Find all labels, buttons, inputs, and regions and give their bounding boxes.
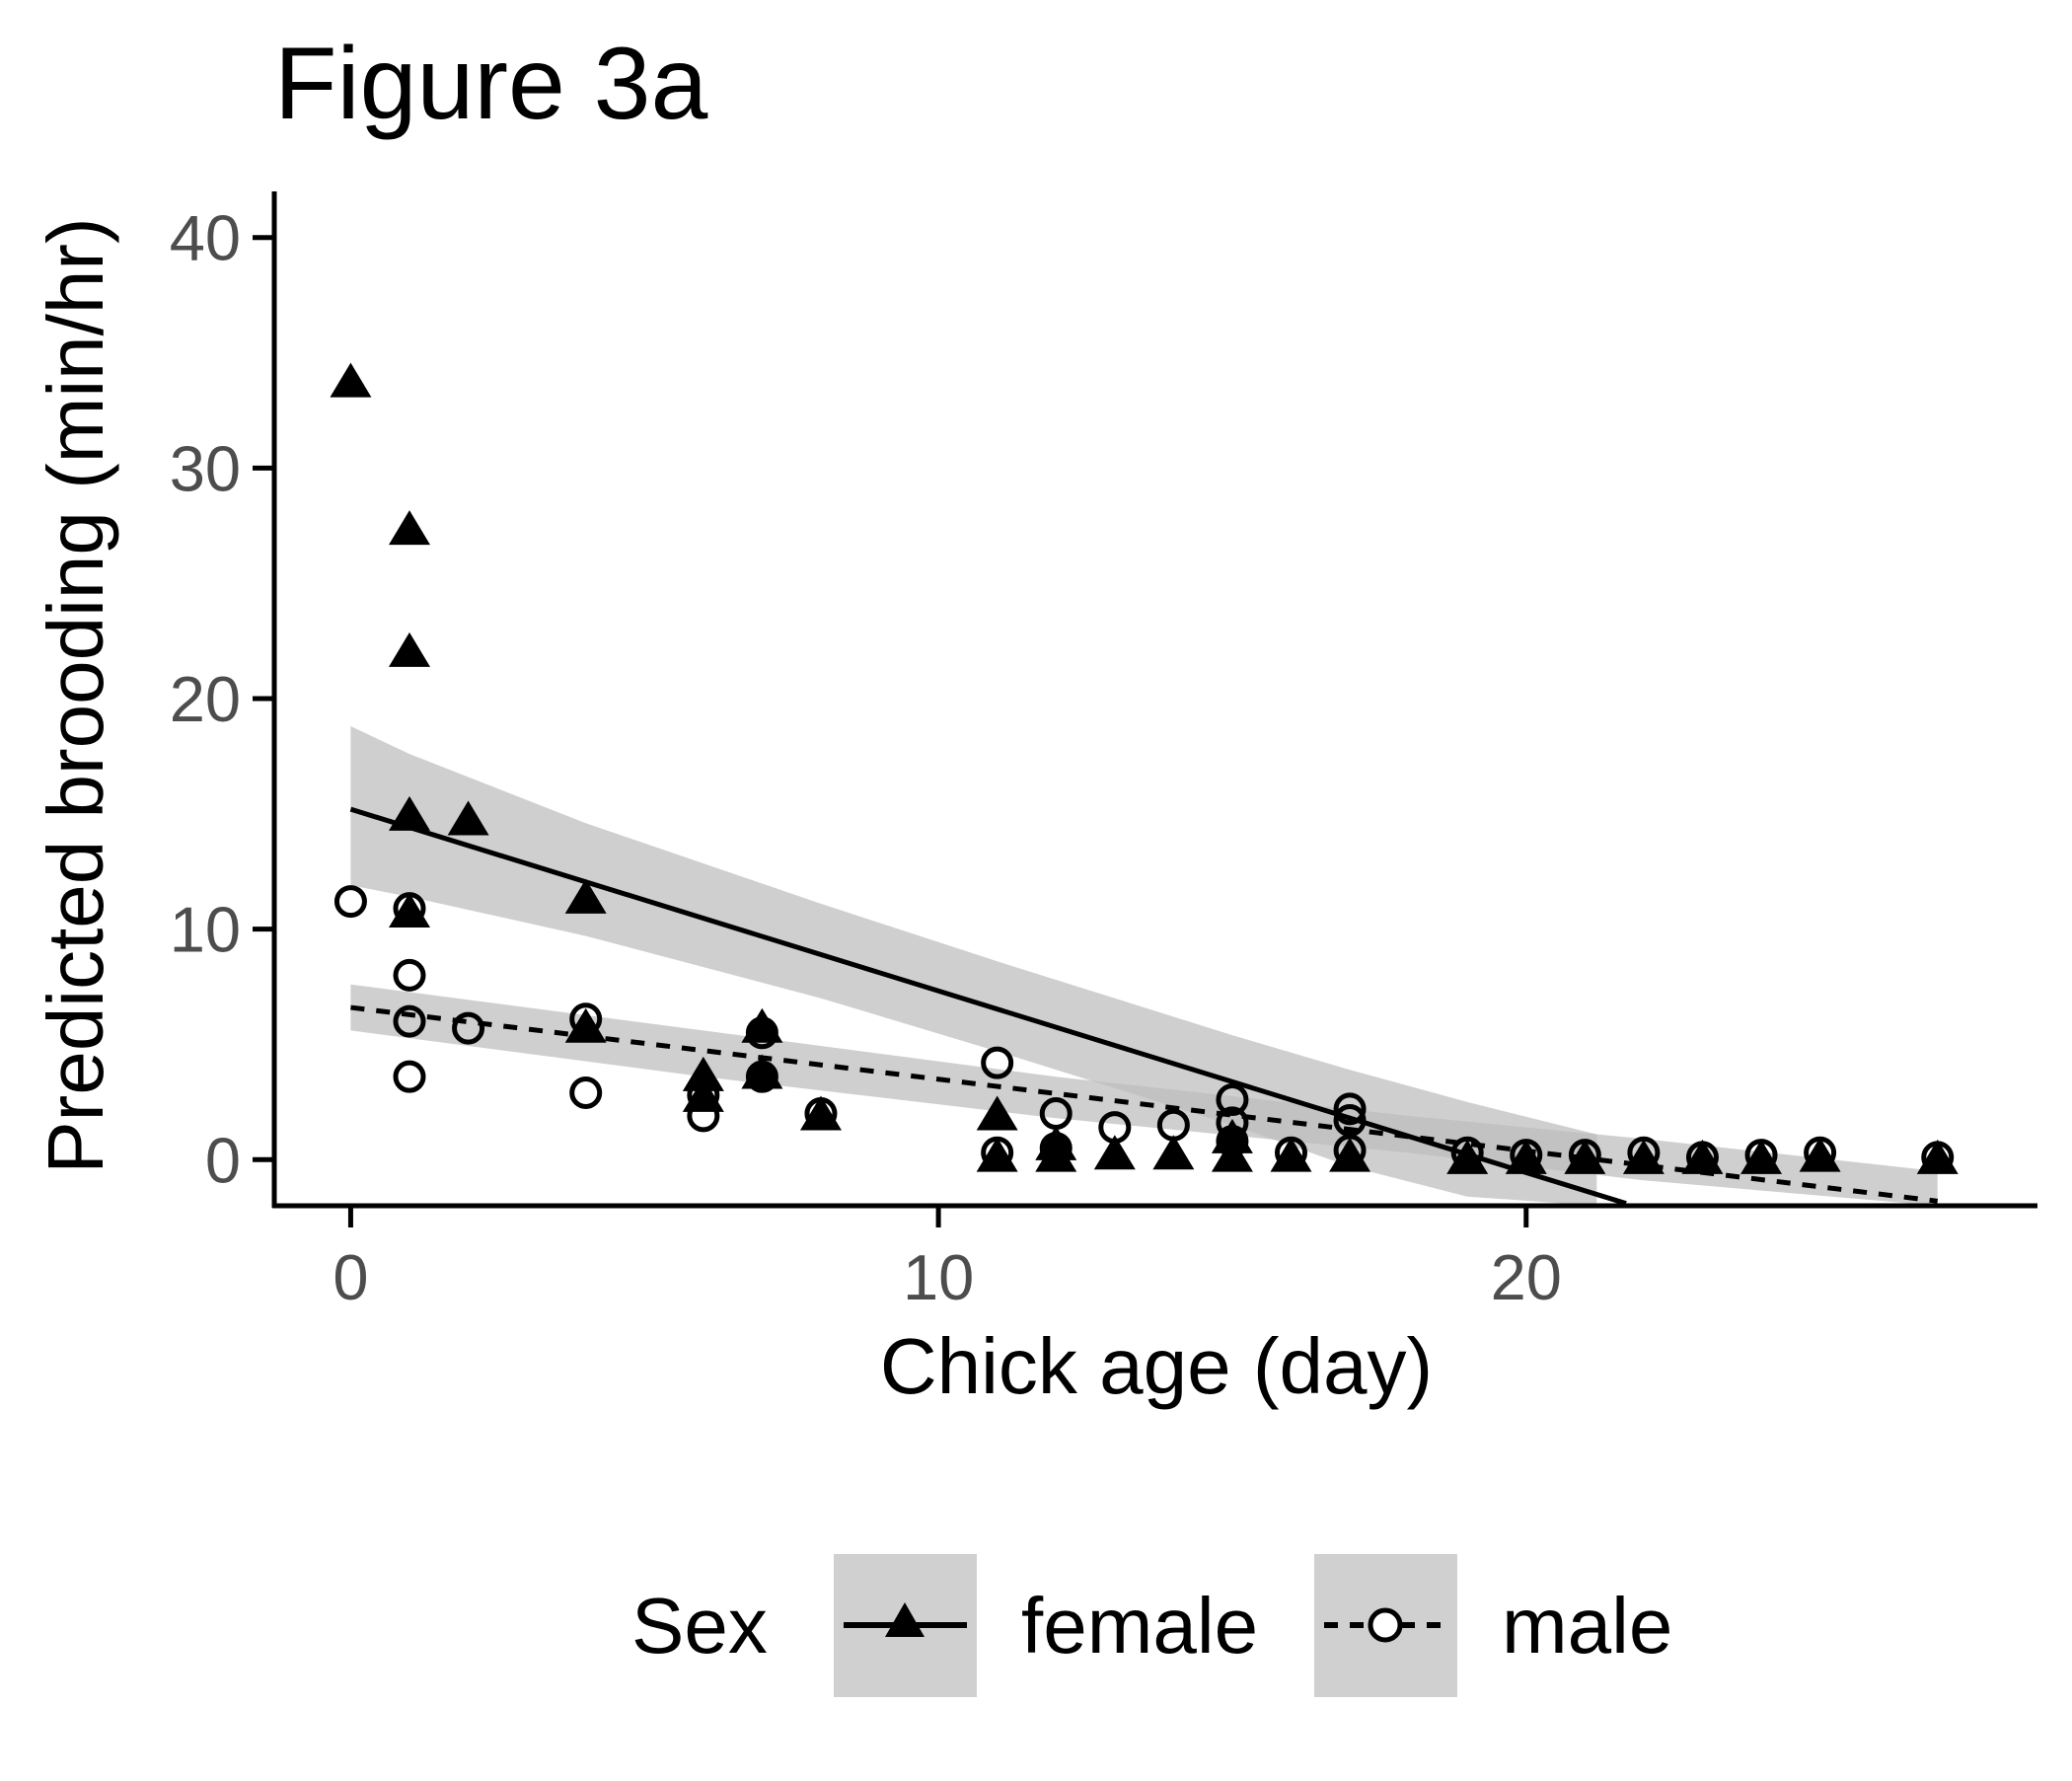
data-point-female: [564, 1007, 607, 1043]
data-point-female: [389, 795, 431, 831]
data-point-male: [1568, 1139, 1601, 1172]
data-point-female: [447, 800, 489, 836]
data-point-male: [1216, 1125, 1249, 1158]
fit-line-male: [350, 1004, 1939, 1204]
x-ticks: 0 10 20: [333, 1206, 1562, 1313]
data-point-male: [1216, 1106, 1249, 1140]
data-point-male: [393, 892, 426, 926]
y-axis-title: Predicted brooding (min/hr): [32, 217, 119, 1173]
data-point-male: [745, 1016, 778, 1050]
data-point-male: [1098, 1111, 1132, 1145]
data-point-male: [1450, 1136, 1484, 1169]
x-tick-label: 20: [1491, 1241, 1562, 1313]
y-ticks: 0 10 20 30 40: [170, 202, 274, 1196]
data-point-female: [1329, 1137, 1371, 1172]
ci-band-female: [350, 726, 1597, 1206]
fit-line-female: [349, 806, 1627, 1206]
legend-label-male: male: [1502, 1582, 1672, 1670]
legend-label-female: female: [1021, 1582, 1258, 1670]
data-point-female: [1446, 1139, 1489, 1174]
data-point-male: [981, 1136, 1014, 1169]
data-point-male: [745, 1060, 778, 1093]
data-point-female: [1093, 1135, 1136, 1170]
data-point-male: [393, 1004, 426, 1038]
data-point-male: [569, 1076, 603, 1110]
data-point-male: [569, 1002, 603, 1036]
data-point-male: [1921, 1141, 1955, 1174]
data-point-female: [976, 1095, 1018, 1131]
legend-title: Sex: [631, 1582, 768, 1670]
data-point-male: [1510, 1139, 1543, 1172]
legend-item-female: female: [834, 1554, 1258, 1697]
data-point-male: [1333, 1092, 1367, 1126]
data-point-male: [981, 1046, 1014, 1079]
data-point-male: [687, 1078, 720, 1112]
fit-lines: [349, 806, 1939, 1206]
data-point-male: [1804, 1136, 1837, 1169]
legend: Sex female male: [631, 1554, 1672, 1697]
data-point-female: [1035, 1137, 1077, 1172]
x-axis-title: Chick age (day): [880, 1322, 1433, 1410]
data-point-female: [1152, 1135, 1195, 1170]
data-point-male: [1333, 1134, 1367, 1167]
data-point-female: [682, 1056, 724, 1091]
data-point-male: [1039, 1097, 1073, 1131]
confidence-ribbons: [350, 726, 1938, 1206]
data-point-female: [389, 631, 431, 667]
y-tick-label: 20: [170, 663, 241, 735]
x-tick-label: 10: [903, 1241, 974, 1313]
data-point-female: [741, 1007, 783, 1043]
legend-key-male-circle: [1368, 1607, 1403, 1643]
data-point-male: [687, 1099, 720, 1133]
chart-title: Figure 3a: [274, 27, 708, 141]
x-tick-label: 0: [333, 1241, 368, 1313]
y-tick-label: 10: [170, 894, 241, 966]
data-point-female: [1622, 1139, 1665, 1174]
data-point-male: [804, 1097, 838, 1131]
data-point-male: [1275, 1136, 1308, 1169]
data-point-male: [1627, 1136, 1661, 1169]
data-point-male: [1216, 1083, 1249, 1117]
data-point-male: [1156, 1108, 1190, 1142]
data-point-female: [741, 1054, 783, 1089]
legend-item-male: male: [1314, 1554, 1672, 1697]
data-point-male: [1744, 1139, 1778, 1172]
legend-key-female-triangle: [885, 1602, 925, 1637]
y-tick-label: 30: [170, 432, 241, 504]
y-tick-label: 0: [205, 1124, 241, 1196]
data-point-female: [330, 362, 372, 398]
data-point-female: [389, 510, 431, 546]
data-point-male: [393, 958, 426, 992]
data-point-male: [333, 885, 367, 919]
data-point-male: [1039, 1132, 1073, 1165]
data-point-male: [393, 1060, 426, 1093]
data-point-female: [564, 878, 607, 914]
data-point-male: [1685, 1141, 1719, 1174]
data-point-male: [452, 1011, 485, 1045]
y-tick-label: 40: [170, 202, 241, 274]
data-points: [330, 362, 1959, 1174]
